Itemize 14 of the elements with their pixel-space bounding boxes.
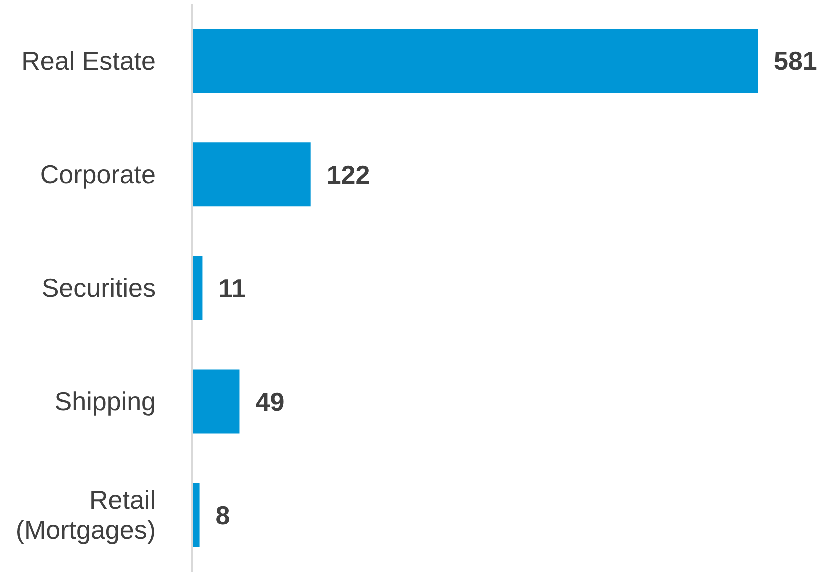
data-label: 11 bbox=[218, 273, 246, 304]
bar bbox=[192, 370, 240, 434]
bar bbox=[192, 29, 758, 93]
y-tick-label: Real Estate bbox=[22, 46, 156, 76]
bar bbox=[192, 142, 311, 207]
data-label: 8 bbox=[216, 500, 230, 531]
data-label: 581 bbox=[774, 46, 818, 76]
bar bbox=[192, 483, 200, 548]
y-tick-label: Corporate bbox=[40, 159, 156, 190]
y-tick-label: Retail (Mortgages) bbox=[16, 485, 156, 546]
data-label: 49 bbox=[256, 387, 285, 418]
data-label: 122 bbox=[326, 160, 370, 190]
y-tick-label: Shipping bbox=[54, 386, 156, 417]
y-tick-label: Securities bbox=[42, 273, 156, 303]
